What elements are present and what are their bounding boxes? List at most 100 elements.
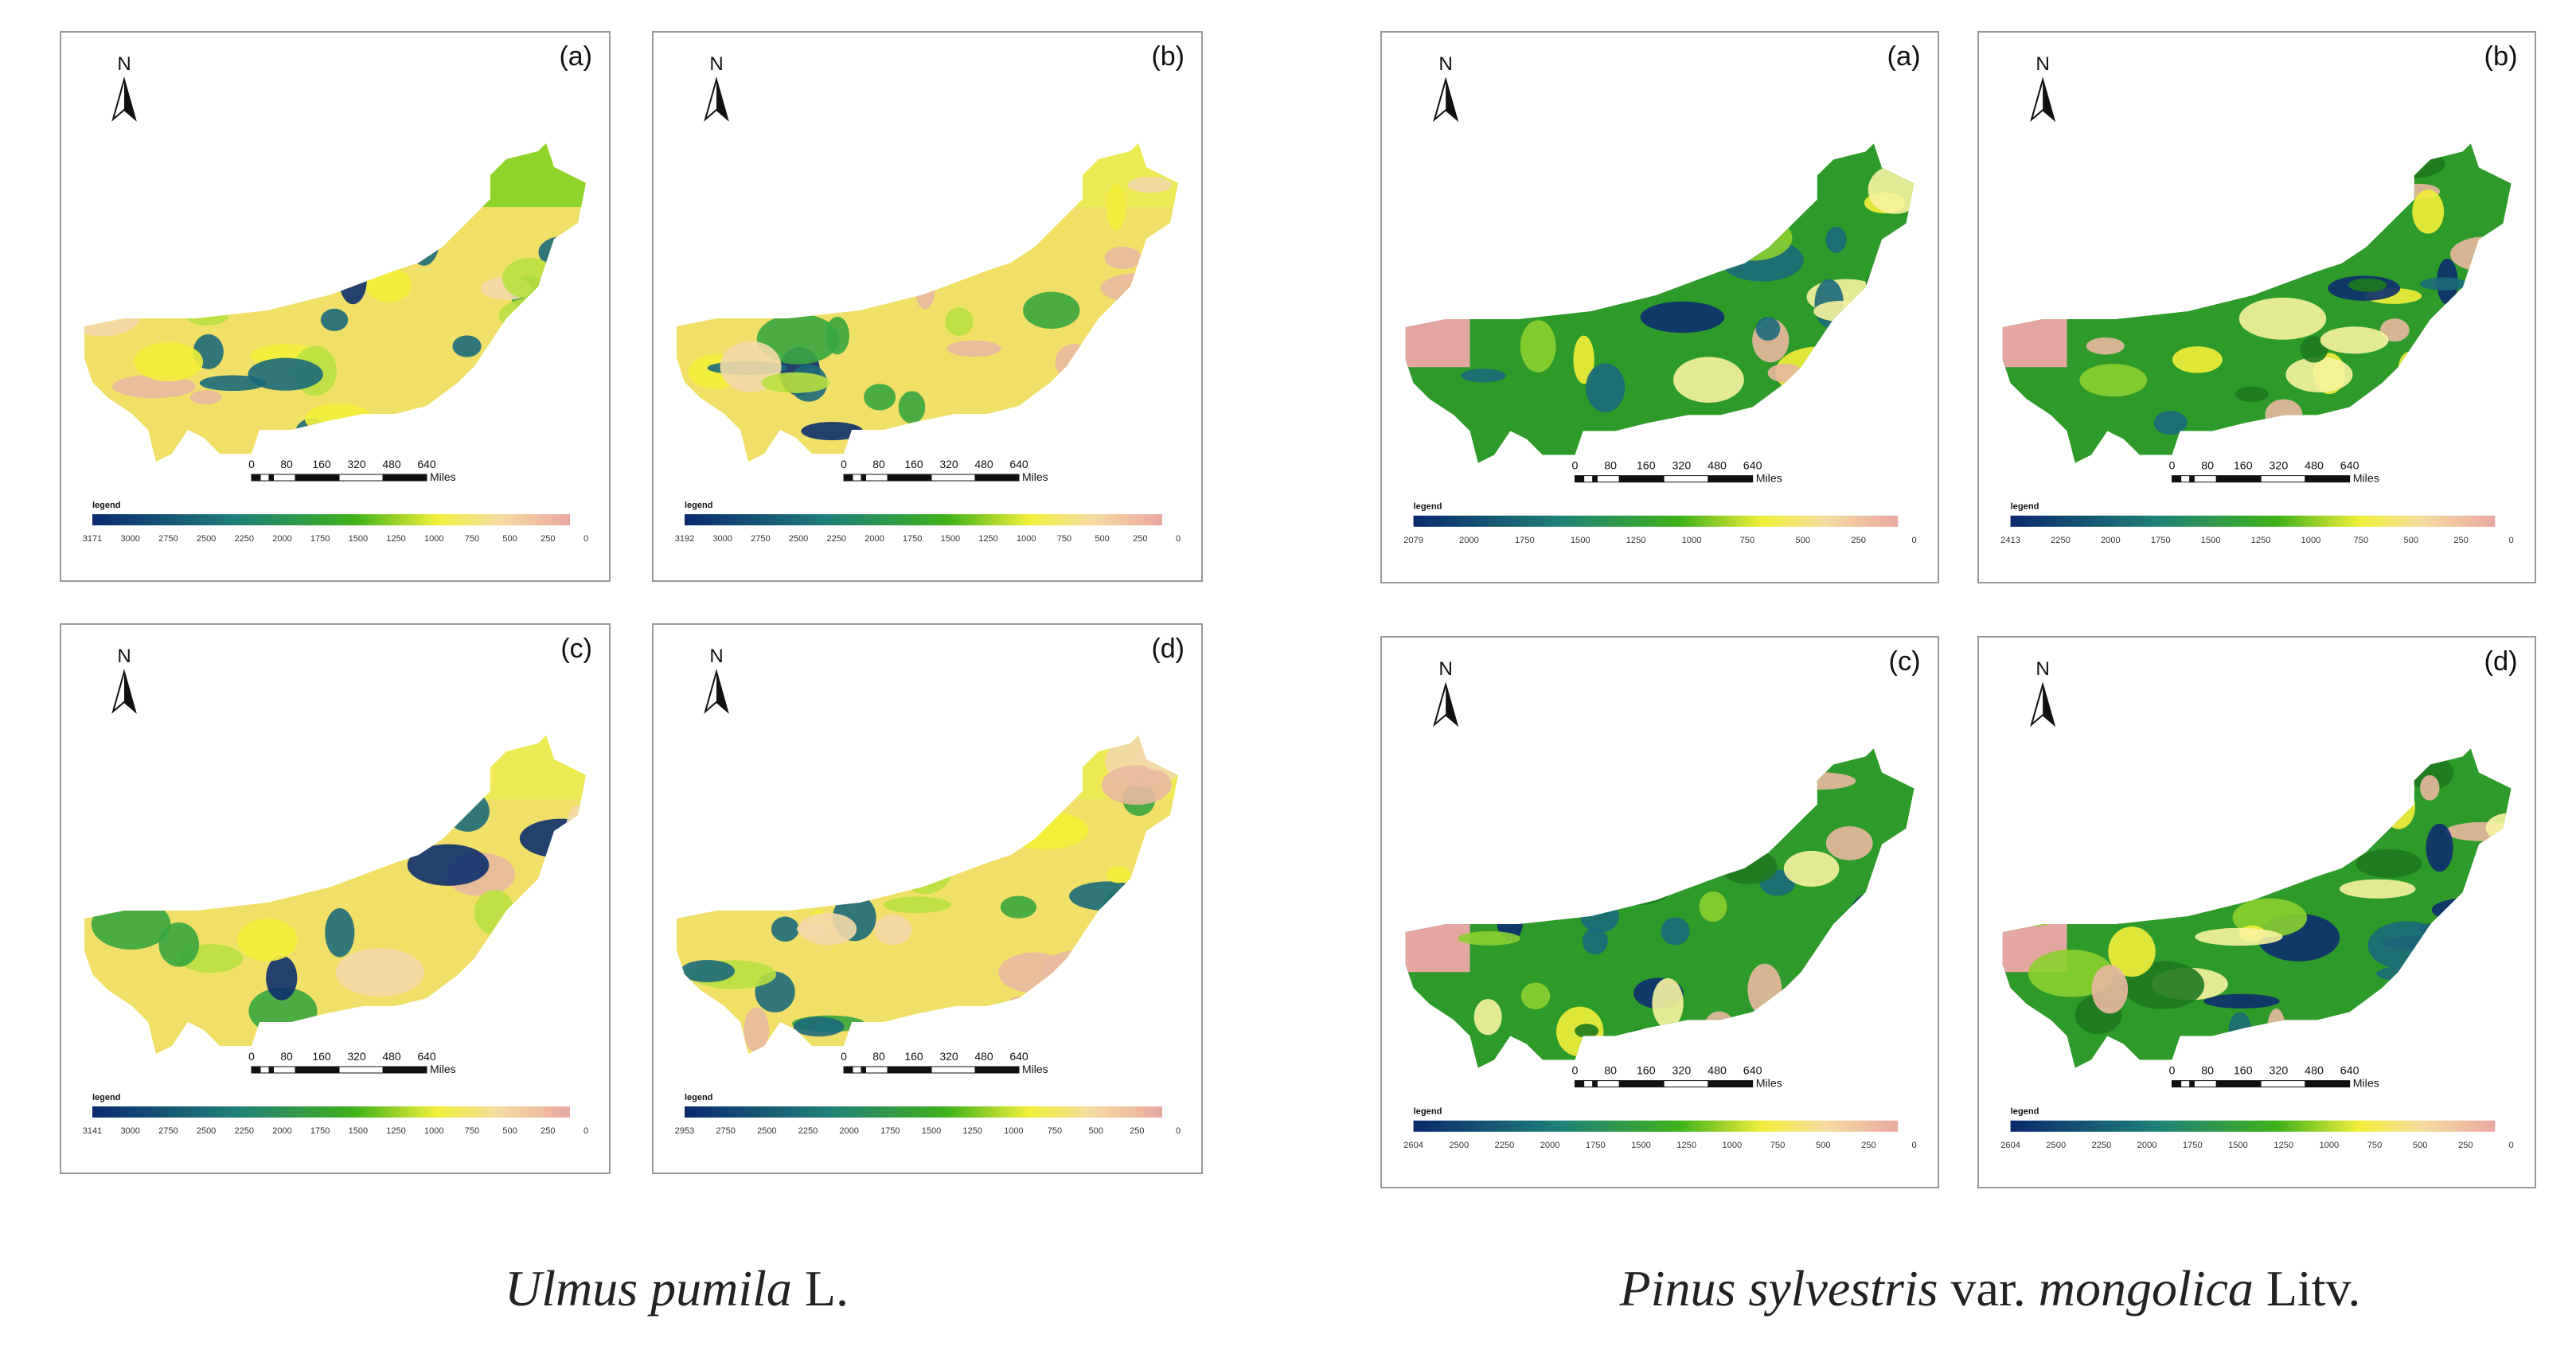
map-patch bbox=[2153, 411, 2188, 435]
legend-tick: 250 bbox=[541, 1126, 555, 1136]
legend-tick: 3192 bbox=[675, 534, 694, 544]
scale-segment bbox=[251, 474, 261, 482]
scale-segment bbox=[887, 474, 932, 482]
scale-segment bbox=[273, 474, 296, 482]
scale-segment bbox=[1592, 1080, 1598, 1088]
legend-title: legend bbox=[2011, 502, 2039, 512]
legend-tick: 1000 bbox=[1004, 1126, 1023, 1136]
map-patch bbox=[1520, 982, 1551, 1010]
legend-tick: 750 bbox=[1048, 1126, 1062, 1136]
legend-title: legend bbox=[92, 501, 120, 510]
legend-bar bbox=[1413, 1120, 1899, 1132]
legend-tick: 1250 bbox=[386, 1126, 405, 1136]
map-patch bbox=[1520, 320, 1556, 373]
map-patch bbox=[898, 391, 926, 424]
map-patch bbox=[1586, 363, 1626, 412]
map-patch bbox=[1473, 999, 1502, 1036]
map-patch bbox=[1127, 177, 1173, 193]
legend-tick: 1750 bbox=[2151, 536, 2171, 545]
caption-part: L. bbox=[792, 1260, 849, 1317]
scale-label: 160 bbox=[2234, 459, 2253, 472]
scale-segment bbox=[852, 474, 862, 482]
scale-label: 320 bbox=[2270, 1064, 2289, 1077]
scale-label: 480 bbox=[382, 1050, 401, 1063]
scale-label: 640 bbox=[417, 1050, 436, 1063]
legend-bar bbox=[1413, 515, 1899, 527]
legend-tick: 2750 bbox=[158, 534, 178, 544]
legend-tick: 1500 bbox=[2228, 1141, 2248, 1150]
legend-tick: 1000 bbox=[2319, 1141, 2339, 1150]
map-patch bbox=[2379, 318, 2410, 342]
legend-tick: 2604 bbox=[1403, 1141, 1423, 1150]
legend-tick: 500 bbox=[1088, 1126, 1103, 1136]
north-label: N bbox=[709, 646, 723, 667]
north-label: N bbox=[1438, 53, 1453, 75]
legend-tick: 2500 bbox=[197, 534, 216, 544]
map-patch bbox=[1673, 357, 1744, 403]
scale-unit: Miles bbox=[430, 470, 456, 483]
legend-tick: 1750 bbox=[880, 1126, 900, 1136]
scale-label: 0 bbox=[841, 1050, 847, 1063]
legend-tick: 3000 bbox=[712, 534, 732, 544]
legend-tick: 750 bbox=[2354, 536, 2369, 545]
legend-tick: 2250 bbox=[2092, 1141, 2112, 1150]
scale-segment bbox=[2215, 475, 2262, 483]
scale-label: 80 bbox=[1604, 459, 1617, 472]
legend-tick: 2000 bbox=[2137, 1141, 2157, 1150]
scale-unit: Miles bbox=[1756, 1077, 1782, 1090]
scale-label: 160 bbox=[2234, 1064, 2253, 1077]
legend-bar bbox=[2010, 515, 2496, 527]
scale-label: 80 bbox=[2201, 1064, 2214, 1077]
scale-segment bbox=[2189, 1080, 2195, 1088]
north-label: N bbox=[709, 53, 723, 75]
map-patch bbox=[2420, 277, 2468, 291]
panel-label: (b) bbox=[2484, 41, 2518, 72]
scale-segment bbox=[260, 474, 270, 482]
legend-tick: 1750 bbox=[2183, 1141, 2203, 1150]
legend-tick: 0 bbox=[584, 534, 588, 544]
scale-label: 480 bbox=[2305, 459, 2324, 472]
scale-segment bbox=[931, 474, 976, 482]
scale-segment bbox=[2305, 475, 2351, 483]
map-patch bbox=[761, 372, 830, 393]
legend-tick: 1250 bbox=[978, 534, 997, 544]
panel-label: (d) bbox=[1151, 634, 1185, 664]
scale-segment bbox=[2171, 475, 2182, 483]
north-label: N bbox=[1438, 658, 1453, 680]
scale-segment bbox=[260, 1066, 270, 1074]
north-label: N bbox=[117, 646, 131, 667]
map-patch bbox=[756, 314, 840, 365]
scale-segment bbox=[1596, 1080, 1620, 1088]
map-patch bbox=[1825, 226, 1847, 253]
scale-segment bbox=[338, 474, 384, 482]
map-patch bbox=[2426, 823, 2453, 872]
legend-tick: 250 bbox=[2458, 1141, 2473, 1150]
scale-label: 640 bbox=[1743, 459, 1762, 472]
legend-tick: 2500 bbox=[789, 534, 808, 544]
panel-label: (a) bbox=[559, 41, 592, 72]
legend-tick: 2000 bbox=[272, 534, 291, 544]
map-patch bbox=[1699, 891, 1727, 923]
scale-unit: Miles bbox=[430, 1063, 456, 1075]
scale-segment bbox=[2180, 1080, 2191, 1088]
map-patch bbox=[946, 340, 1001, 357]
legend-tick: 1250 bbox=[2274, 1141, 2293, 1150]
map-patch bbox=[1106, 184, 1126, 231]
legend-tick: 1250 bbox=[2251, 536, 2271, 545]
map-patch bbox=[2086, 337, 2125, 355]
north-label: N bbox=[2035, 53, 2050, 75]
legend-tick: 0 bbox=[1176, 1126, 1181, 1136]
scale-label: 0 bbox=[1572, 459, 1579, 472]
scale-label: 480 bbox=[974, 1050, 993, 1063]
map-patch bbox=[248, 357, 323, 391]
scale-label: 160 bbox=[312, 1050, 331, 1063]
legend-tick: 2500 bbox=[1449, 1141, 1469, 1150]
legend-tick: 0 bbox=[584, 1126, 588, 1136]
legend-bar bbox=[2010, 1120, 2496, 1132]
legend-tick: 2750 bbox=[158, 1126, 178, 1136]
map-patch bbox=[2203, 993, 2280, 1009]
legend-tick: 1000 bbox=[2301, 536, 2321, 545]
scale-segment bbox=[887, 1066, 932, 1074]
north-arrow-half bbox=[124, 80, 135, 119]
